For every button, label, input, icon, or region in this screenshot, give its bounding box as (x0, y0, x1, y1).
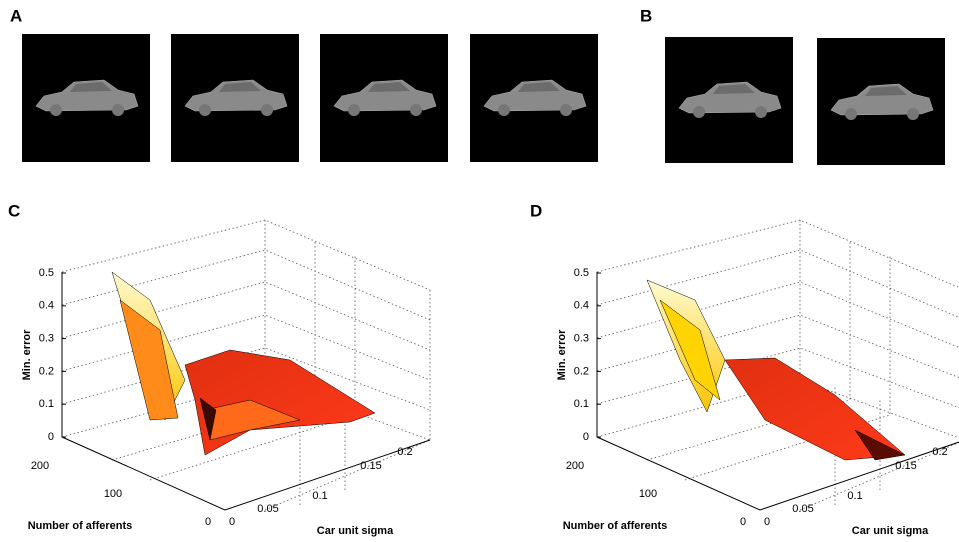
panel-label: C (8, 201, 20, 220)
z-tick-label: 0 (583, 431, 589, 443)
surface-plot: 0 0.1 0.2 0.3 0.4 0.5 200 100 0 0 0.05 0.1 0.15 0.2 Mi… (556, 219, 959, 537)
grid-line (596, 347, 959, 409)
afferents-tick-label: 100 (104, 488, 122, 500)
sigma-tick-label: 0 (764, 516, 770, 528)
afferents-tick-label: 0 (740, 516, 746, 528)
afferents-tick-label: 200 (566, 460, 584, 472)
z-tick-label: 0.3 (574, 333, 589, 345)
z-tick-label: 0.4 (574, 300, 589, 312)
sigma-tick-label: 0.15 (360, 460, 381, 472)
grid-line (596, 281, 959, 348)
sigma-tick-label: 0.2 (932, 446, 947, 458)
grid-line (596, 219, 959, 288)
sigma-axis-label: Car unit sigma (852, 525, 929, 537)
afferents-tick-label: 0 (205, 516, 211, 528)
z-tick-label: 0.3 (39, 333, 54, 345)
surface-patch (119, 299, 179, 421)
surface-patch (659, 299, 721, 401)
car-images (22, 34, 945, 165)
grid-line (61, 281, 431, 351)
grid-line (264, 439, 431, 511)
grid-line (61, 347, 431, 411)
afferents-tick-label: 100 (639, 488, 657, 500)
z-tick-label: 0.1 (39, 398, 54, 410)
z-tick-label: 0.5 (574, 267, 589, 279)
afferents-axis-label: Number of afferents (563, 520, 668, 532)
afferents-axis-label: Number of afferents (28, 520, 133, 532)
sigma-tick-label: 0.2 (397, 446, 412, 458)
panel-label: A (10, 6, 22, 25)
grid-line (61, 219, 431, 291)
sigma-axis-label: Car unit sigma (317, 525, 394, 537)
panel-label: D (530, 201, 542, 220)
grid-line (799, 442, 959, 511)
z-tick-label: 0.1 (574, 398, 589, 410)
z-tick-label: 0.2 (39, 365, 54, 377)
sigma-tick-label: 0.1 (847, 490, 862, 502)
panel-label: B (640, 6, 652, 25)
z-tick-label: 0.2 (574, 365, 589, 377)
grid-line (596, 314, 959, 379)
z-axis-label: Min. error (21, 329, 33, 380)
axis-line (61, 272, 431, 511)
sigma-tick-label: 0.05 (257, 503, 278, 515)
z-tick-label: 0 (48, 431, 54, 443)
z-axis-label: Min. error (556, 329, 568, 380)
sigma-tick-label: 0.15 (895, 460, 916, 472)
surface-plot: 0 0.1 0.2 0.3 0.4 0.5 200 100 0 0 0.05 0.1 0.15 0.2 Mi… (21, 219, 431, 537)
sigma-tick-label: 0.1 (312, 490, 327, 502)
grid-line (61, 314, 431, 381)
sigma-tick-label: 0 (229, 516, 235, 528)
surface-patch (199, 397, 217, 441)
z-tick-label: 0.4 (39, 300, 54, 312)
surface-patch (854, 429, 906, 461)
axis-line (596, 272, 959, 511)
z-tick-label: 0.5 (39, 267, 54, 279)
afferents-tick-label: 200 (31, 460, 49, 472)
sigma-tick-label: 0.05 (792, 503, 813, 515)
